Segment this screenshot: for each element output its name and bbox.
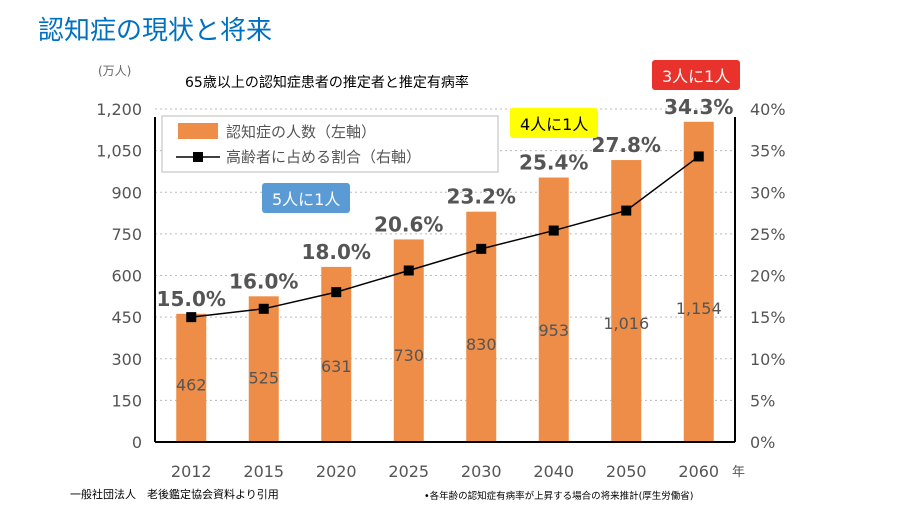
rate-point — [476, 243, 487, 254]
rate-point — [548, 225, 559, 236]
x-tick-label: 2012 — [171, 462, 212, 481]
legend-bar-label: 認知症の人数（左軸） — [226, 123, 376, 141]
x-tick-label: 2050 — [606, 462, 647, 481]
left-tick-label: 0 — [132, 433, 142, 452]
rate-point — [258, 303, 269, 314]
callout-4-to-1: 4人に1人 — [510, 108, 599, 138]
x-tick-label: 2030 — [461, 462, 502, 481]
right-tick-label: 15% — [750, 308, 786, 327]
rate-label: 23.2% — [447, 185, 516, 209]
x-axis-unit: 年 — [732, 465, 745, 480]
legend-line-marker — [193, 152, 203, 162]
left-tick-label: 1,200 — [96, 100, 142, 119]
x-tick-label: 2025 — [388, 462, 429, 481]
left-tick-label: 1,050 — [96, 142, 142, 161]
rate-point — [186, 312, 197, 323]
left-tick-label: 750 — [111, 225, 142, 244]
x-tick-label: 2020 — [316, 462, 357, 481]
chart-title: 65歳以上の認知症患者の推定者と推定有病率 — [185, 75, 469, 91]
right-tick-label: 30% — [750, 183, 786, 202]
page-title: 認知症の現状と将来 — [38, 16, 273, 46]
x-tick-label: 2060 — [678, 462, 719, 481]
x-tick-label: 2040 — [533, 462, 574, 481]
right-tick-label: 5% — [750, 391, 775, 410]
rate-label: 15.0% — [157, 287, 226, 311]
bar-value-label: 1,016 — [603, 314, 649, 333]
left-tick-label: 900 — [111, 183, 142, 202]
bar-value-label: 1,154 — [676, 299, 722, 318]
rate-label: 16.0% — [229, 269, 298, 293]
right-tick-label: 20% — [750, 267, 786, 286]
bar-value-label: 462 — [176, 376, 207, 395]
left-tick-label: 450 — [111, 308, 142, 327]
source-text: 一般社団法人 老後鑑定協会資料より引用 — [70, 488, 279, 501]
rate-label: 18.0% — [302, 240, 371, 264]
left-tick-label: 150 — [111, 391, 142, 410]
right-tick-label: 40% — [750, 100, 786, 119]
left-tick-label: 600 — [111, 267, 142, 286]
rate-label: 34.3% — [664, 95, 733, 119]
rate-point — [693, 151, 704, 162]
bar — [538, 177, 569, 443]
bar — [176, 313, 207, 442]
legend-bar-swatch — [178, 123, 218, 139]
rate-point — [403, 265, 414, 276]
left-tick-label: 300 — [111, 350, 142, 369]
bar-value-label: 730 — [393, 346, 424, 365]
right-tick-label: 35% — [750, 142, 786, 161]
rate-line — [191, 155, 700, 318]
left-axis-unit: (万人) — [98, 64, 132, 78]
rate-label: 27.8% — [592, 133, 661, 157]
bar-value-label: 953 — [538, 321, 569, 340]
bar — [248, 296, 279, 442]
right-tick-label: 25% — [750, 225, 786, 244]
rate-point — [331, 287, 342, 298]
right-tick-label: 10% — [750, 350, 786, 369]
rate-label: 20.6% — [374, 212, 443, 236]
legend-line-label: 高齢者に占める割合（右軸） — [226, 148, 421, 166]
callout-5-to-1: 5人に1人 — [262, 183, 351, 213]
callout-3-to-1: 3人に1人 — [652, 60, 741, 90]
bar-value-label: 525 — [248, 369, 279, 388]
footnote: •各年齢の認知症有病率が上昇する場合の将来推計(厚生労働省) — [424, 491, 694, 502]
bar-value-label: 830 — [466, 335, 497, 354]
rate-label: 25.4% — [519, 151, 588, 175]
right-tick-label: 0% — [750, 433, 775, 452]
bar-value-label: 631 — [321, 357, 352, 376]
bar — [683, 121, 714, 442]
rate-point — [621, 205, 632, 216]
x-tick-label: 2015 — [243, 462, 284, 481]
